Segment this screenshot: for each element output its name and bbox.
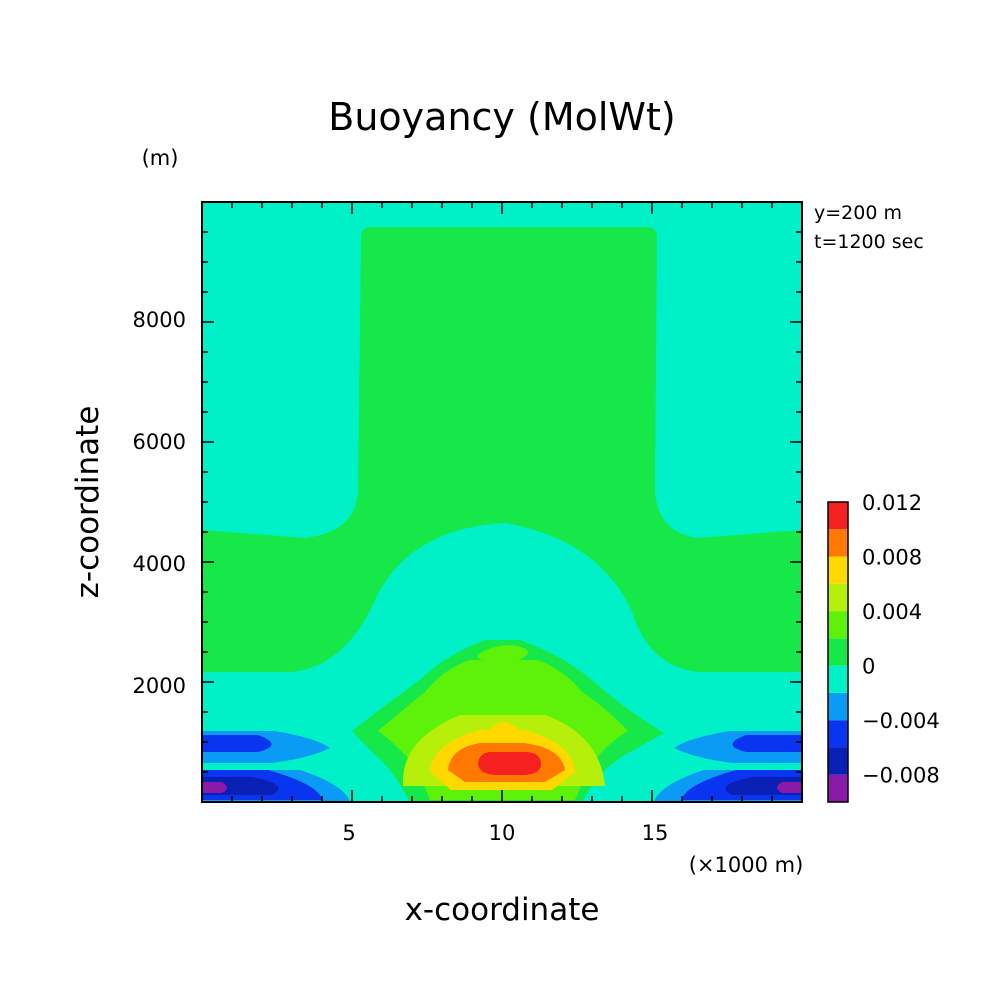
y-unit-label: (m) [142, 146, 179, 170]
x-tick-label-10: 10 [489, 821, 516, 845]
x-unit-label: (×1000 m) [689, 853, 804, 877]
contour-core [478, 751, 541, 775]
colorbar-swatch [828, 774, 848, 802]
chart-title: Buoyancy (MolWt) [328, 95, 675, 139]
colorbar-swatch [828, 611, 848, 639]
colorbar-swatch [828, 502, 848, 530]
colorbar-tick-label: 0.012 [862, 491, 922, 515]
colorbar-swatch [828, 720, 848, 748]
plot-area [202, 202, 802, 802]
colorbar-swatch [828, 583, 848, 612]
colorbar-tick-label: −0.008 [862, 764, 940, 788]
y-tick-label-8000: 8000 [133, 308, 186, 332]
colorbar [827, 501, 849, 803]
y-tick-label-4000: 4000 [133, 552, 186, 576]
colorbar-frame [827, 501, 849, 803]
contour-inner-06-top [488, 722, 521, 738]
y-tick-label-6000: 6000 [133, 430, 186, 454]
x-ticks [231, 202, 773, 802]
contour-right-neg-4 [777, 782, 802, 793]
x-axis-label: x-coordinate [405, 892, 600, 928]
contour-left-neg-4 [202, 782, 227, 793]
contour-fills [202, 227, 802, 802]
y-axis-label: z-coordinate [70, 406, 106, 599]
colorbar-tick-label: −0.004 [862, 709, 940, 733]
x-tick-label-15: 15 [642, 821, 669, 845]
colorbar-tick-label: 0 [862, 655, 875, 679]
contour-plume-cap [477, 645, 528, 660]
colorbar-swatch [828, 665, 848, 693]
colorbar-swatch [828, 638, 848, 666]
contour-right-neg-2 [732, 735, 802, 752]
x-tick-label-5: 5 [342, 821, 355, 845]
annotation-y: y=200 m [814, 202, 902, 224]
colorbar-swatch [828, 529, 848, 557]
colorbar-swatch [828, 692, 848, 721]
y-tick-label-2000: 2000 [133, 674, 186, 698]
contour-left-neg-2 [202, 735, 272, 752]
contour-plume-upper [202, 227, 802, 672]
colorbar-labels: −0.008 −0.004 0 0.004 0.008 0.012 [862, 491, 940, 788]
y-ticks [202, 231, 802, 773]
colorbar-tick-label: 0.008 [862, 546, 922, 570]
colorbar-swatch [828, 747, 848, 775]
colorbar-tick-label: 0.004 [862, 600, 922, 624]
colorbar-swatch [828, 556, 848, 584]
annotation-t: t=1200 sec [814, 231, 924, 253]
